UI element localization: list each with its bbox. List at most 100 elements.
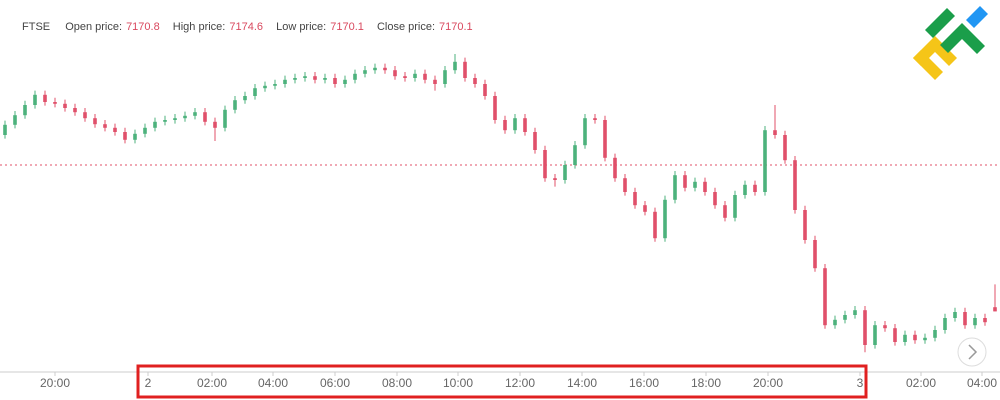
candle-body [853,310,857,315]
candle-body [313,76,317,80]
candle-body [893,328,897,342]
candle-body [53,102,57,104]
candle-body [523,118,527,132]
candle-body [873,325,877,345]
candle-body [573,145,577,165]
candle-body [563,165,567,180]
candle-body [783,135,787,161]
candle-body [733,195,737,218]
candle-body [753,184,757,192]
candle-body [343,79,347,84]
candle-body [243,96,247,101]
candle-body [373,67,377,71]
candle-body [303,76,307,78]
candle-body [263,85,267,89]
candle-body [793,160,797,210]
field-value: 7170.8 [126,21,160,33]
candle-body [673,175,677,200]
candle-body [23,105,27,116]
candle-body [683,175,687,188]
candle-body [773,130,777,135]
x-tick-label: 06:00 [320,376,350,390]
candle-body [183,115,187,119]
candle-body [393,70,397,77]
candle-body [493,96,497,120]
candle-body [113,127,117,132]
candle-body [833,319,837,326]
highlight-box [136,364,868,399]
symbol: FTSE [22,21,51,33]
candle-body [593,118,597,120]
candle-body [843,315,847,320]
candle-body [813,240,817,269]
x-tick-label: 02:00 [197,376,227,390]
candle-body [923,337,927,341]
x-tick-label: 04:00 [967,376,997,390]
x-tick-label: 08:00 [382,376,412,390]
x-tick-label: 3 [857,376,864,390]
candle-body [13,115,17,125]
candle-body [903,334,907,342]
candle-body [583,118,587,146]
candle-body [213,121,217,128]
candle-body [933,330,937,338]
candle-body [823,268,827,326]
x-tick-label: 20:00 [753,376,783,390]
candle-body [543,150,547,179]
candle-body [463,61,467,78]
candle-body [433,79,437,84]
field-value: 7174.6 [229,21,264,33]
candle-body [553,178,557,180]
candle-body [73,108,77,113]
x-tick-label: 10:00 [443,376,473,390]
candle-body [93,118,97,125]
candle-body [193,112,197,116]
candle-body [413,73,417,78]
candle-body [863,310,867,345]
candle-body [483,84,487,96]
candle-body [653,211,657,239]
candle-body [253,88,257,96]
candle-body [203,112,207,122]
candle-body [123,132,127,140]
candle-body [973,318,977,326]
field-label: High price: [172,21,226,33]
candle-body [233,100,237,110]
candle-body [983,318,987,323]
candle-body [513,118,517,131]
x-tick-label: 12:00 [505,376,535,390]
candle-body [603,120,607,158]
candle-body [643,205,647,212]
candle-body [293,78,297,80]
candle-body [33,94,37,105]
candle-body [3,124,7,135]
candle-body [953,312,957,318]
candle-body [613,157,617,179]
field-value: 7170.1 [439,21,473,33]
candle-body [223,109,227,128]
candle-body [943,318,947,330]
candle-body [443,70,447,84]
field-label: Low price: [276,21,327,33]
candle-body [993,307,997,312]
field-label: Open price: [65,21,123,33]
field-value: 7170.1 [330,21,364,33]
candle-body [43,94,47,102]
scroll-button[interactable] [957,337,987,367]
candle-body [163,120,167,122]
candle-body [693,181,697,188]
candle-body [703,181,707,192]
candle-body [453,61,457,71]
candle-body [963,312,967,326]
candle-body [723,205,727,218]
candle-body [663,199,667,239]
logo [913,6,988,80]
candle-body [913,334,917,341]
candle-body [143,127,147,134]
x-tick-label: 20:00 [40,376,70,390]
candle-body [83,112,87,119]
candle-body [63,103,67,108]
x-tick-label: 2 [145,376,152,390]
